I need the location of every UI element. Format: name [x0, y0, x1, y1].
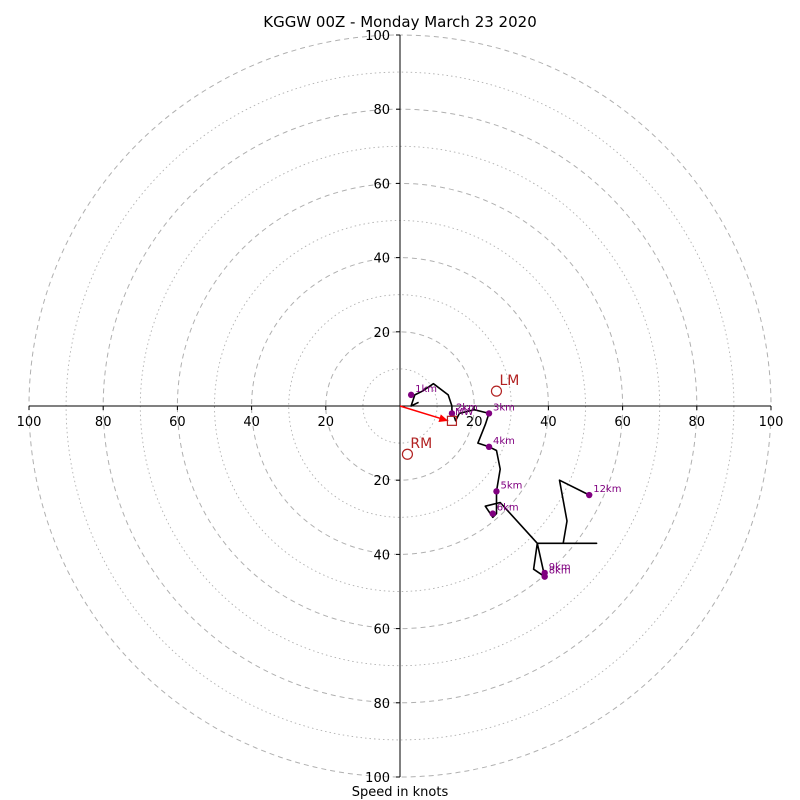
x-tick-label: 60	[169, 415, 186, 430]
storm-motion-circle	[401, 448, 414, 460]
x-axis-label: Speed in knots	[352, 785, 449, 800]
height-marker-dot	[493, 488, 500, 495]
height-marker-label: 2km	[456, 402, 478, 413]
chart-title: KGGW 00Z - Monday March 23 2020	[263, 13, 537, 31]
storm-motion-circle	[490, 385, 503, 397]
height-marker-dot	[541, 573, 548, 580]
storm-motion-square	[446, 415, 458, 426]
x-tick-label: 80	[689, 415, 706, 430]
height-marker-label: 8km	[549, 566, 571, 577]
y-tick-label: 100	[365, 29, 390, 44]
height-marker-label: 1km	[415, 384, 437, 395]
height-marker-dot	[407, 391, 415, 399]
storm-motion-label: LM	[499, 373, 519, 389]
storm-motion-label: RM	[410, 436, 432, 452]
y-tick-label: 20	[373, 474, 390, 489]
y-tick-label: 60	[373, 623, 390, 638]
x-tick-label: 40	[243, 415, 260, 430]
x-tick-label: 60	[614, 415, 631, 430]
x-tick-label: 80	[95, 415, 112, 430]
hodograph-line	[410, 382, 598, 578]
hodograph-trace-group	[399, 382, 598, 578]
storm-motion-label: MW	[455, 407, 474, 418]
y-tick-label: 20	[373, 326, 390, 341]
height-marker-label: 5km	[500, 480, 522, 491]
tick-labels: 100 80 60 40 20 20 40 60 80 100 100 80 60 40 20 20 40 60 8…	[17, 29, 784, 786]
y-tick-label: 80	[373, 103, 390, 118]
y-tick-label: 40	[373, 548, 390, 563]
x-tick-label: 40	[540, 415, 557, 430]
height-marker-label: 4km	[493, 436, 515, 447]
height-marker-dot	[586, 491, 593, 499]
height-marker-label: 6km	[497, 503, 519, 514]
x-tick-label: 20	[466, 415, 483, 430]
height-marker-dot	[485, 443, 493, 451]
y-tick-label: 100	[365, 771, 390, 786]
height-marker-label: 3km	[493, 402, 515, 413]
y-tick-label: 60	[373, 177, 390, 192]
height-marker-label: 12km	[593, 484, 621, 495]
y-tick-label: 80	[373, 697, 390, 712]
x-tick-label: 100	[17, 415, 42, 430]
x-tick-label: 20	[318, 415, 335, 430]
height-marker-dot	[489, 510, 496, 517]
height-marker-dot	[448, 410, 456, 417]
shear-arrow-head	[438, 414, 449, 423]
y-tick-label: 40	[373, 252, 390, 267]
storm-motions: LM RM MW	[401, 373, 519, 460]
height-marker-dot	[485, 410, 493, 417]
height-marker-label: 9km	[549, 562, 571, 573]
x-tick-label: 100	[759, 415, 784, 430]
